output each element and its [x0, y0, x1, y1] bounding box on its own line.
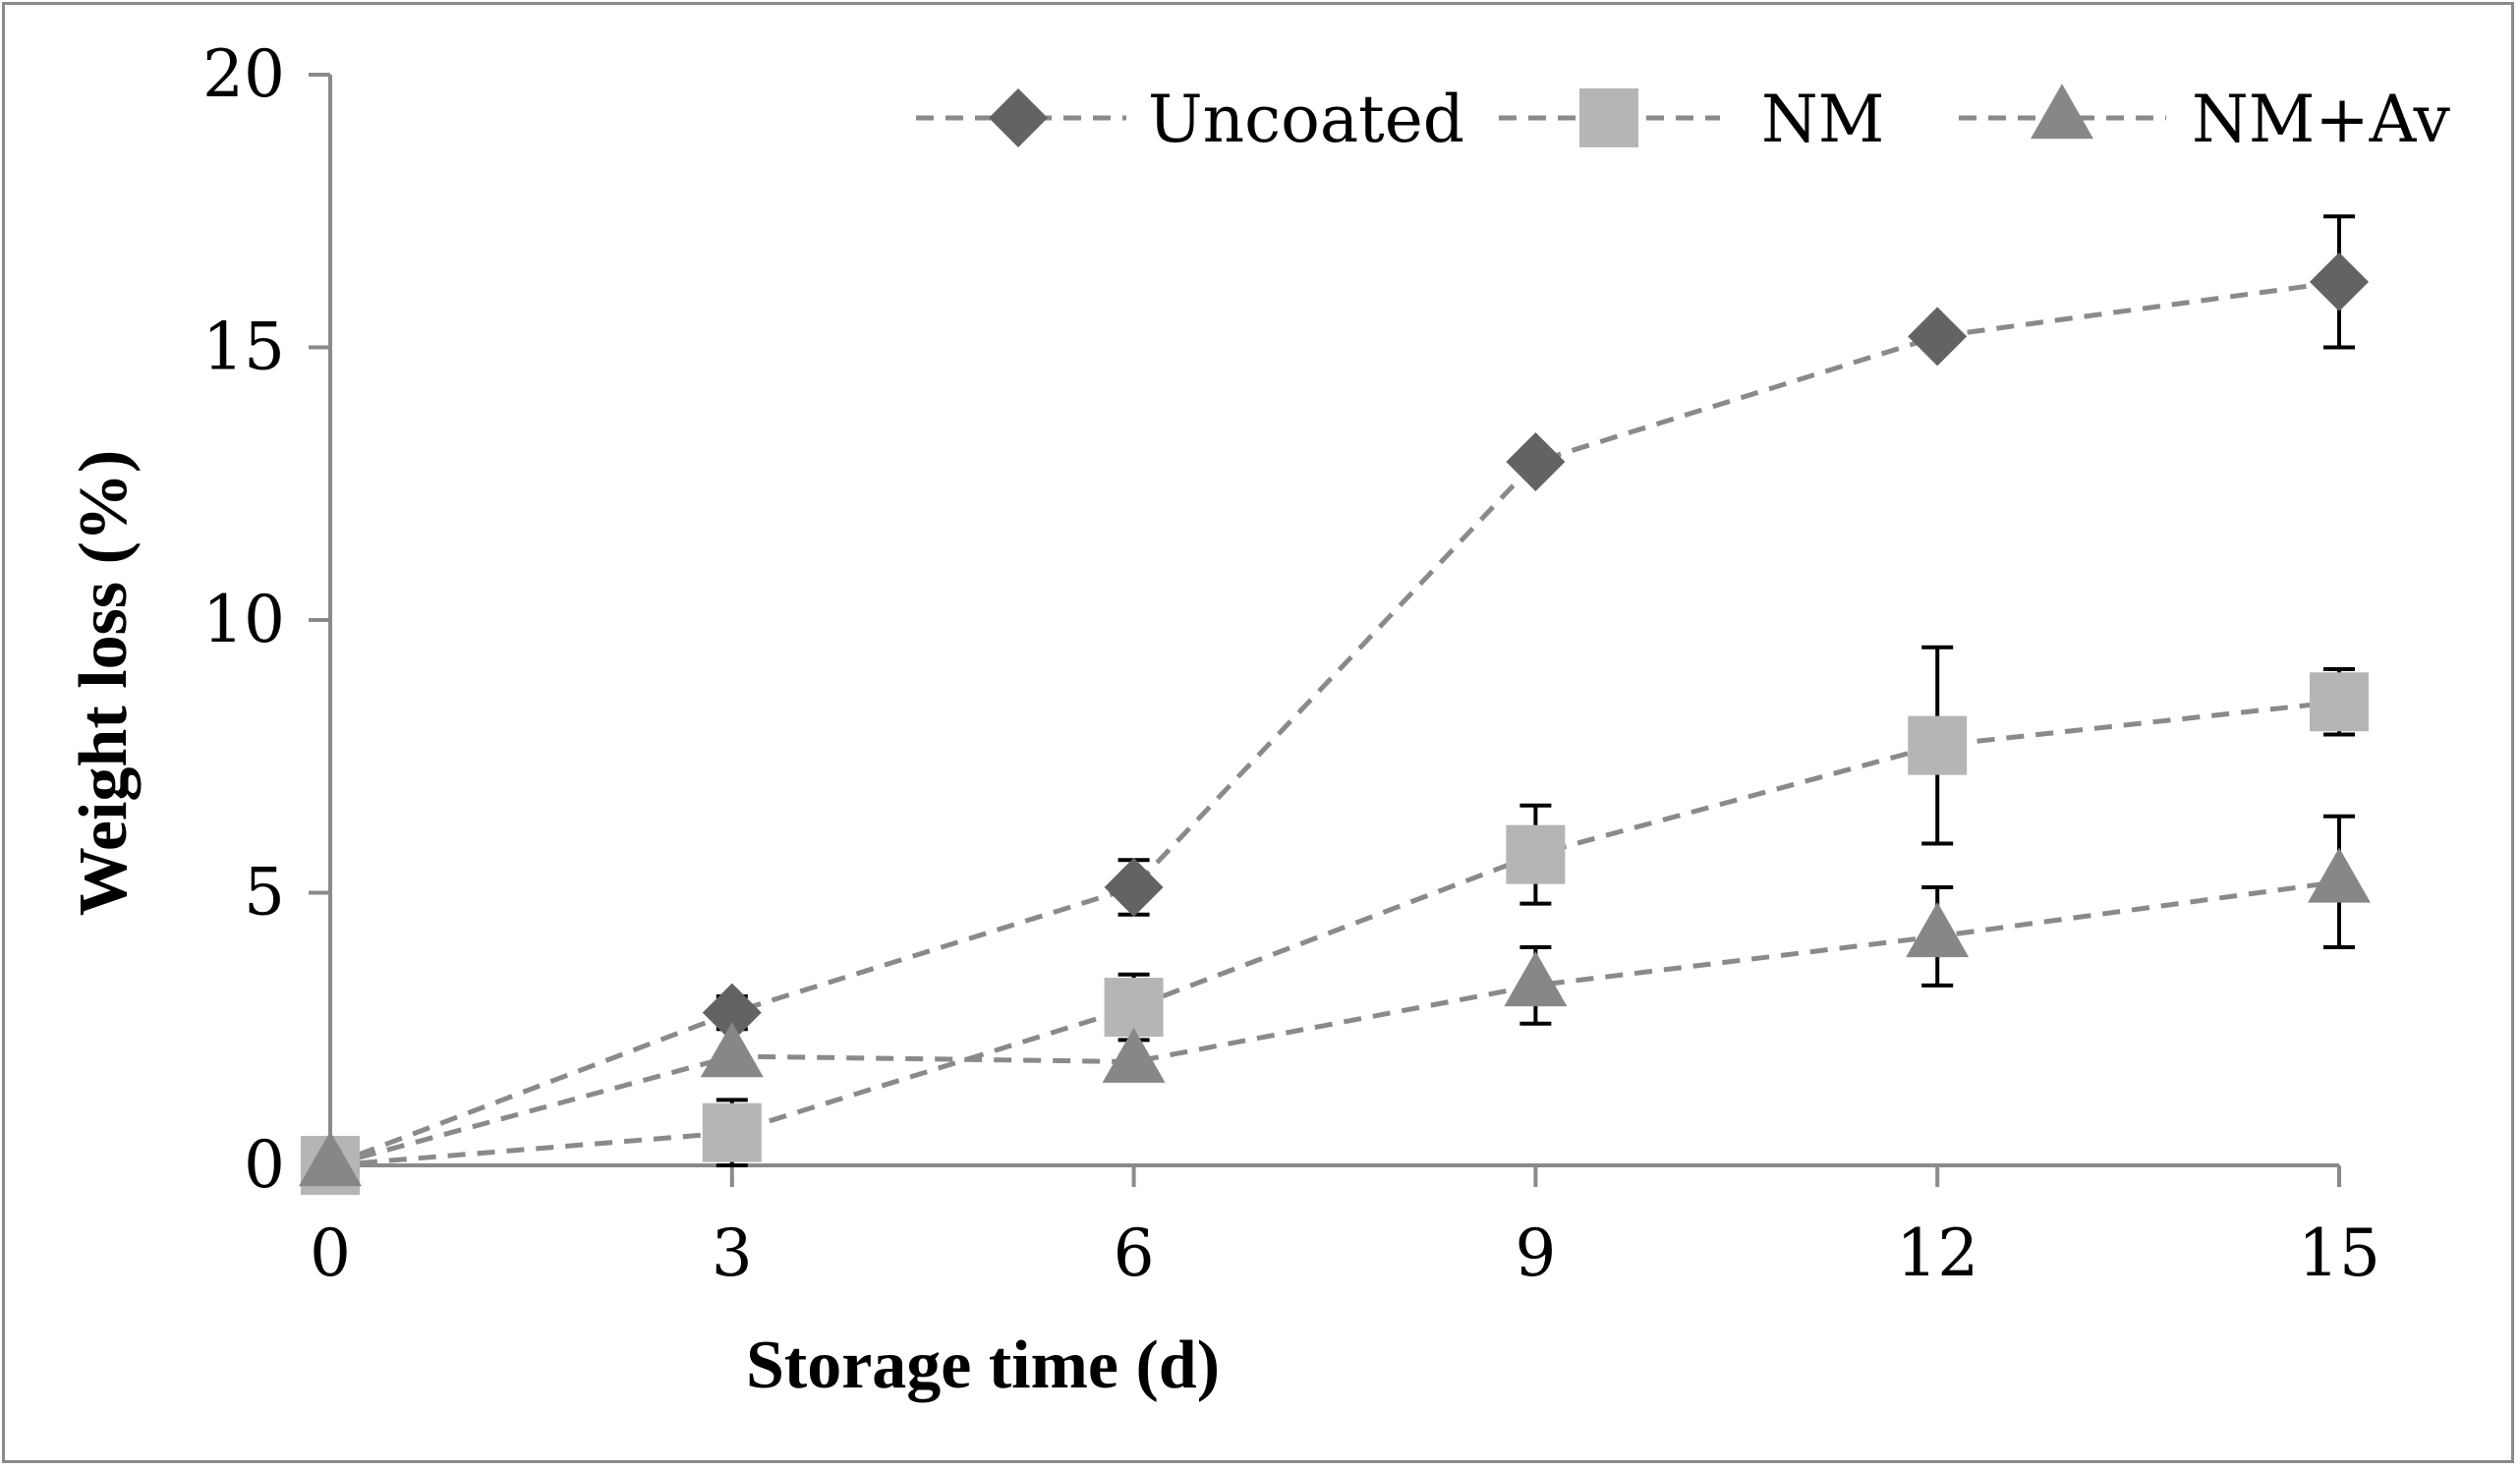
x-tick-label: 9: [1515, 1215, 1556, 1291]
legend-label-nm: NM: [1761, 82, 1884, 157]
legend-marker-nm-av: [2031, 84, 2093, 140]
marker-nm: [702, 1102, 762, 1162]
y-tick-label: 10: [202, 582, 285, 657]
x-tick-label: 12: [1896, 1215, 1978, 1291]
y-tick-label: 5: [244, 855, 285, 931]
marker-uncoated: [1908, 307, 1968, 367]
tick-labels: 0 3 6 9 12 15 0 5 10 15 20: [202, 36, 2380, 1291]
x-axis-title: Storage time (d): [746, 1328, 1220, 1403]
series-line-nm: [329, 699, 2340, 1168]
marker-nm-av: [1504, 951, 1568, 1007]
series-line-nm-av: [329, 878, 2340, 1168]
y-tick-label: 0: [244, 1127, 285, 1203]
marker-nm: [1506, 824, 1566, 884]
series-lines: [329, 279, 2340, 1168]
x-tick-label: 0: [310, 1215, 351, 1291]
legend-marker-nm: [1579, 88, 1638, 147]
marker-uncoated: [1104, 857, 1164, 917]
x-tick-label: 3: [712, 1215, 753, 1291]
marker-uncoated: [702, 983, 762, 1043]
marker-nm-av: [299, 1131, 362, 1187]
marker-nm-av: [1102, 1027, 1166, 1083]
marker-nm: [1104, 978, 1164, 1038]
y-axis-title: Weight loss (%): [66, 450, 142, 916]
legend-label-nm-av: NM+Av: [2192, 82, 2451, 157]
marker-nm: [2310, 672, 2369, 732]
y-tick-label: 20: [202, 36, 285, 112]
marker-nm-av: [700, 1022, 764, 1078]
series-line-uncoated: [329, 279, 2340, 1168]
x-tick-label: 15: [2298, 1215, 2380, 1291]
legend-label-uncoated: Uncoated: [1148, 82, 1464, 157]
marker-nm: [1908, 715, 1968, 775]
marker-nm-av: [2308, 847, 2371, 903]
markers: [299, 252, 2371, 1195]
marker-nm-av: [1906, 902, 1970, 958]
legend-marker-uncoated: [989, 88, 1048, 147]
error-bars: [716, 214, 2355, 1167]
axes: [309, 73, 2341, 1187]
y-tick-label: 15: [202, 310, 285, 385]
x-tick-label: 6: [1114, 1215, 1155, 1291]
legend: Uncoated NM NM+Av: [916, 82, 2451, 157]
marker-uncoated: [2310, 252, 2369, 311]
marker-uncoated: [1506, 432, 1566, 492]
